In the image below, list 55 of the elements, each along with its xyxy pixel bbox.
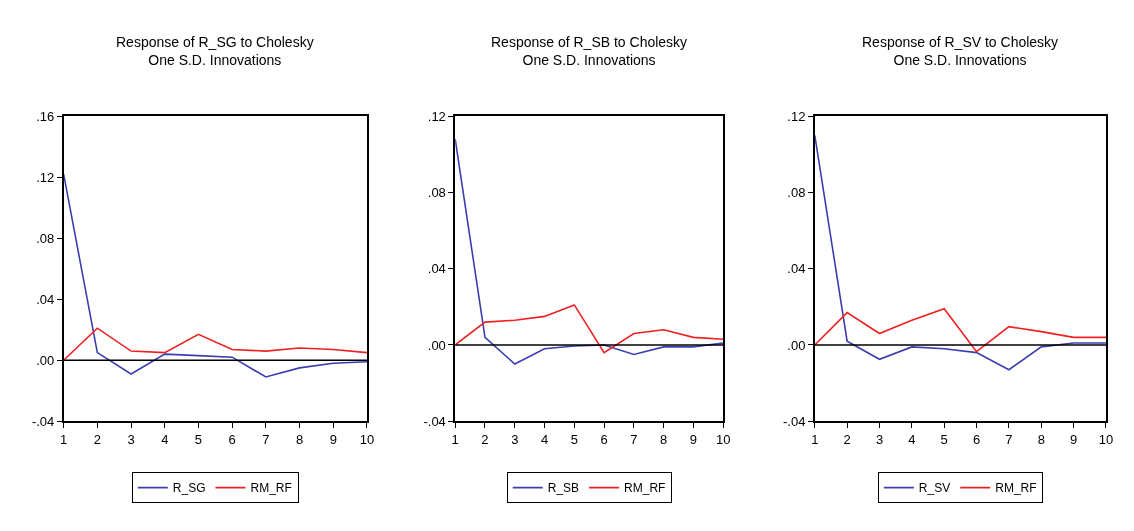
x-tick-label: 3 — [511, 431, 519, 447]
x-tick-label: 10 — [1098, 431, 1114, 447]
chart-title: Response of R_SG to Cholesky One S.D. Innovations — [116, 34, 314, 69]
x-tick-label: 8 — [1037, 431, 1045, 447]
x-tick-label: 1 — [811, 431, 819, 447]
y-tick-label: .12 — [36, 169, 55, 185]
y-tick-label: .08 — [427, 185, 446, 201]
chart-title: Response of R_SV to Cholesky One S.D. Innovations — [862, 34, 1059, 69]
x-tick-label: 4 — [908, 431, 916, 447]
legend-label: R_SV — [918, 481, 951, 496]
y-tick-label: .12 — [787, 108, 806, 124]
x-tick-label: 7 — [1005, 431, 1013, 447]
x-tick-label: 5 — [194, 431, 203, 447]
y-tick-label: -.04 — [423, 413, 446, 429]
x-tick-label: 6 — [228, 431, 236, 447]
x-tick-label: 8 — [295, 431, 304, 447]
x-tick-label: 9 — [689, 431, 698, 447]
legend-label: RM_RF — [995, 481, 1037, 496]
x-tick-label: 5 — [940, 431, 948, 447]
x-tick-label: 2 — [843, 431, 851, 447]
x-tick-label: 1 — [451, 431, 459, 447]
x-tick-label: 7 — [630, 431, 638, 447]
x-tick-label: 1 — [60, 431, 68, 447]
x-tick-label: 8 — [660, 431, 668, 447]
y-tick-label: -.04 — [783, 413, 806, 429]
x-tick-label: 6 — [972, 431, 981, 447]
x-tick-label: 10 — [716, 431, 731, 447]
x-tick-label: 2 — [93, 431, 101, 447]
chart-title: Response of R_SB to Cholesky One S.D. Innovations — [491, 34, 688, 69]
y-tick-label: .00 — [427, 337, 446, 353]
y-tick-label: .00 — [36, 352, 55, 368]
y-tick-label: -.04 — [31, 413, 55, 429]
x-tick-label: 3 — [875, 431, 884, 447]
y-tick-label: .04 — [787, 261, 806, 277]
x-tick-label: 9 — [329, 431, 337, 447]
x-tick-label: 7 — [262, 431, 270, 447]
x-tick-label: 3 — [127, 431, 135, 447]
y-tick-label: .04 — [427, 261, 446, 277]
x-tick-label: 10 — [359, 431, 375, 447]
legend-label: RM_RF — [624, 481, 666, 496]
y-tick-label: .04 — [36, 291, 55, 307]
x-tick-label: 4 — [161, 431, 169, 447]
x-tick-label: 2 — [481, 431, 489, 447]
y-tick-label: .12 — [427, 108, 446, 124]
legend-label: RM_RF — [250, 481, 292, 496]
legend-label: R_SB — [547, 481, 580, 496]
x-tick-label: 6 — [600, 431, 608, 447]
x-tick-label: 9 — [1070, 431, 1078, 447]
x-tick-label: 5 — [570, 431, 578, 447]
y-tick-label: .00 — [787, 337, 806, 353]
y-tick-label: .08 — [36, 230, 55, 246]
y-tick-label: .16 — [36, 108, 55, 124]
y-tick-label: .08 — [787, 185, 806, 201]
x-tick-label: 4 — [540, 431, 549, 447]
legend-label: R_SG — [172, 481, 206, 496]
